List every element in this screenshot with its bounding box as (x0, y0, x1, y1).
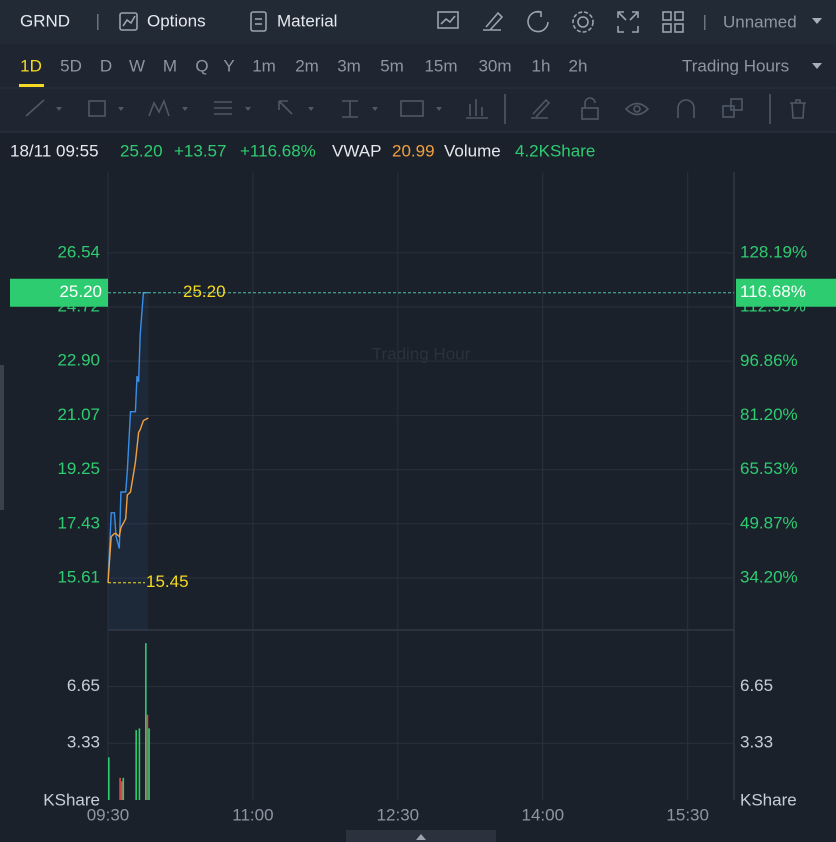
timeframe[interactable]: 2m (295, 56, 319, 75)
y2-tick-label: 65.53% (740, 459, 798, 478)
scroll-arrow[interactable] (416, 834, 426, 840)
volume-bar (122, 777, 125, 800)
change-pct: +116.68% (240, 141, 316, 160)
vwap-line (107, 417, 149, 583)
vwap: 20.99 (392, 141, 435, 160)
y-tick-label: 6.65 (67, 676, 100, 695)
chart-bg (108, 172, 734, 800)
last-pct-box (736, 278, 836, 307)
last-price-annotation: 25.20 (183, 282, 226, 301)
timeframe[interactable]: 2h (569, 56, 588, 75)
tool-icons[interactable] (437, 10, 684, 33)
volume-label: Volume (444, 141, 501, 160)
active-underline (19, 84, 44, 87)
y-tick-label: 17.43 (57, 513, 100, 532)
x-tick-label: 09:30 (87, 805, 130, 824)
material-icon[interactable] (250, 11, 267, 32)
watermark: Trading Hour (372, 344, 471, 363)
timeframe[interactable]: 1m (252, 56, 276, 75)
y2-tick-label: 6.65 (740, 676, 773, 695)
volume-bar (135, 730, 137, 800)
timeframe[interactable]: M (163, 56, 177, 75)
timeframe[interactable]: Y (223, 56, 234, 75)
y2-tick-label: 49.87% (740, 513, 798, 532)
volume-bar (145, 643, 147, 800)
volume-bar (108, 757, 110, 800)
vwap-label: VWAP (332, 141, 381, 160)
last-price-box (10, 278, 108, 307)
drawing-tools[interactable] (25, 94, 806, 124)
timeframe[interactable]: 1h (532, 56, 551, 75)
volume-bar (146, 714, 149, 800)
price: 25.20 (120, 141, 163, 160)
low-label: 15.45 (146, 572, 189, 591)
x-tick-label: 11:00 (232, 805, 273, 824)
y-tick-label: 22.90 (57, 351, 100, 370)
dropdown-arrow[interactable] (812, 18, 822, 24)
y2-unit: KShare (740, 790, 797, 809)
layout-name[interactable]: Unnamed (723, 12, 797, 31)
session[interactable]: Trading Hours (682, 56, 789, 75)
y2-tick-label: 128.19% (740, 242, 807, 261)
timeframe[interactable]: 5D (60, 56, 82, 75)
separator (704, 15, 706, 30)
timeframe[interactable]: W (129, 56, 145, 75)
dropdown-arrow[interactable] (812, 63, 822, 69)
menu-item[interactable]: Options (147, 11, 206, 30)
y2-tick-label: 81.20% (740, 405, 798, 424)
volume: 4.2KShare (515, 141, 595, 160)
y-tick-label: 21.07 (57, 405, 100, 424)
separator (97, 14, 99, 30)
timeframe[interactable]: Q (195, 56, 208, 75)
timeframes: 1D 5D D W M Q Y 1m 2m 3m 5m 15m 30m 1h 2h (19, 56, 587, 87)
volume-bar (119, 777, 121, 800)
datetime: 18/11 09:55 (10, 141, 99, 160)
side-handle[interactable] (0, 365, 4, 510)
volume-bar (120, 781, 123, 800)
info-line: 18/11 09:55 25.20 +13.57 +116.68% VWAP 2… (10, 141, 595, 160)
price-line (107, 292, 149, 583)
volume-bar (138, 728, 141, 800)
symbol[interactable]: GRND (20, 11, 70, 30)
y2-tick-label: 3.33 (740, 733, 773, 752)
timeframe[interactable]: 1D (20, 56, 42, 75)
change: +13.57 (174, 141, 226, 160)
y2-tick-label: 96.86% (740, 351, 798, 370)
last-pct-label: 116.68% (740, 282, 806, 301)
timeframe[interactable]: 3m (337, 56, 361, 75)
x-tick-label: 12:30 (377, 805, 420, 824)
menu-item[interactable]: Material (277, 11, 337, 30)
timeframe[interactable]: 15m (424, 56, 457, 75)
y-tick-label: 19.25 (57, 459, 100, 478)
options-icon[interactable] (119, 12, 138, 31)
plot: Trading Hour15.6117.4319.2521.0722.9024.… (10, 172, 836, 824)
timeframe[interactable]: D (100, 56, 112, 75)
top-bar (0, 0, 836, 44)
x-tick-label: 15:30 (666, 805, 709, 824)
timeframe[interactable]: 30m (478, 56, 511, 75)
last-price-label: 25.20 (59, 282, 102, 301)
x-tick-label: 14:00 (521, 805, 564, 824)
y-unit: KShare (43, 790, 100, 809)
y2-tick-label: 34.20% (740, 568, 798, 587)
volume-bar (148, 728, 150, 800)
y-tick-label: 3.33 (67, 733, 100, 752)
y-tick-label: 15.61 (57, 567, 100, 586)
timeframe[interactable]: 5m (380, 56, 404, 75)
y-tick-label: 26.54 (57, 242, 100, 261)
